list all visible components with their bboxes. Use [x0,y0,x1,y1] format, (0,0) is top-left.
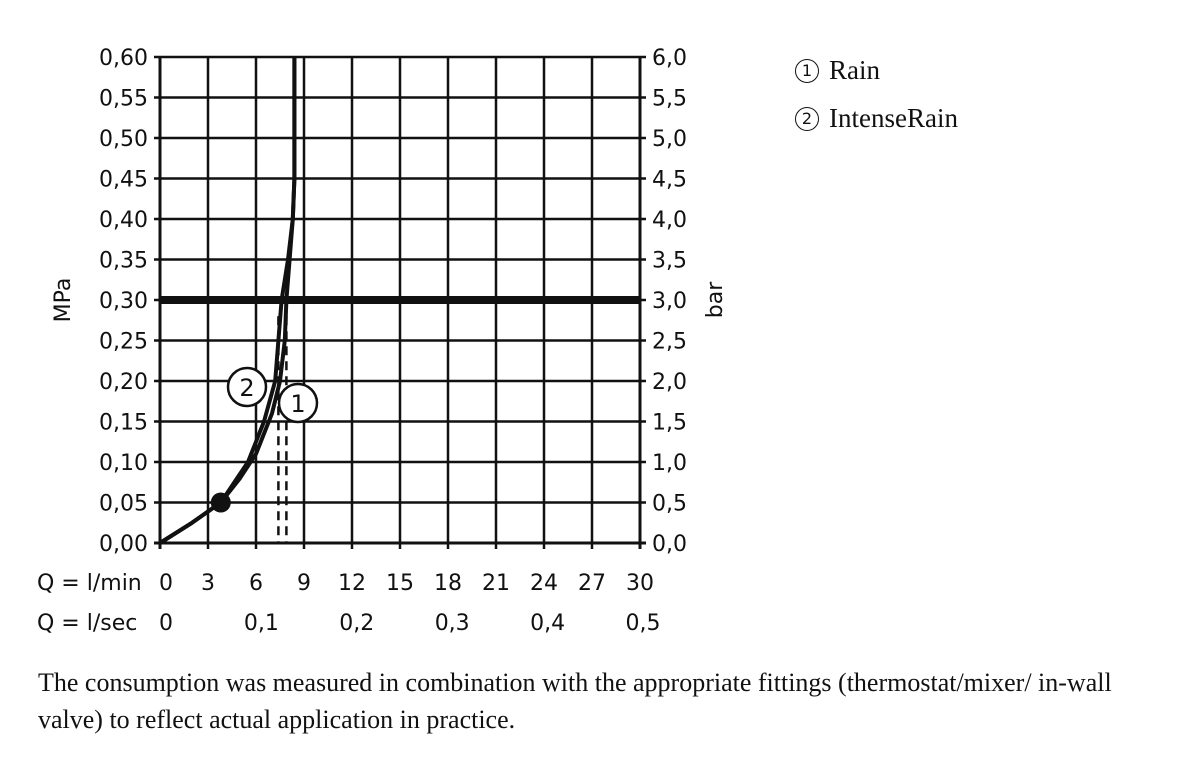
x-axis-label-row: Q = l/min [37,571,142,596]
x-tick-label: 24 [530,571,558,596]
y-tick-label-left: 0,50 [99,127,148,152]
y-tick-label-left: 0,45 [99,168,148,193]
legend-label: IntenseRain [829,103,958,133]
x-tick-label: 3 [201,571,215,596]
y-tick-label-right: 2,0 [652,370,687,395]
y-tick-label-right: 6,0 [652,46,687,71]
y-tick-label-left: 0,55 [99,87,148,112]
x-tick-label: 27 [578,571,606,596]
legend-item-rain: 1 Rain [795,55,880,86]
tick-labels: 0,00 0,00,05 0,50,10 1,00,15 1,50,20 2,00,25 2… [37,46,687,636]
x-tick-label: 0,3 [435,611,470,636]
series-callout-number: 2 [239,374,254,402]
y-tick-label-left: 0,35 [99,249,148,274]
x-tick-label: 6 [249,571,263,596]
x-tick-label: 12 [338,571,366,596]
x-tick-label: 0 [159,571,173,596]
x-axis-label-row: Q = l/sec [37,611,137,636]
x-tick-label: 0,4 [530,611,565,636]
x-tick-label: 15 [386,571,414,596]
y-tick-label-right: 4,0 [652,208,687,233]
y-tick-label-left: 0,00 [99,532,148,557]
marker-point [210,492,231,513]
y-axis-label-right: bar [703,281,728,318]
x-tick-label: 30 [626,571,654,596]
y-tick-label-right: 0,0 [652,532,687,557]
y-tick-label-right: 3,0 [652,289,687,314]
y-tick-label-left: 0,25 [99,330,148,355]
legend-label: Rain [829,55,880,85]
x-tick-label: 0,1 [244,611,279,636]
x-tick-label: 0 [159,611,173,636]
series-callout-circle [226,366,268,408]
y-tick-label-right: 1,5 [652,411,687,436]
series-callout-number: 1 [290,390,305,418]
y-tick-label-right: 2,5 [652,330,687,355]
y-tick-label-right: 4,5 [652,168,687,193]
x-tick-label: 21 [482,571,510,596]
y-tick-label-left: 0,60 [99,46,148,71]
y-tick-label-left: 0,20 [99,370,148,395]
y-axis-label-left: MPa [51,278,76,323]
y-tick-label-left: 0,30 [99,289,148,314]
footnote: The consumption was measured in combinat… [38,668,1112,734]
series-callout-circle [277,382,319,424]
y-tick-label-right: 0,5 [652,492,687,517]
x-tick-label: 0,2 [339,611,374,636]
y-tick-label-right: 5,0 [652,127,687,152]
y-tick-label-left: 0,40 [99,208,148,233]
y-tick-label-right: 3,5 [652,249,687,274]
y-tick-label-left: 0,05 [99,492,148,517]
y-tick-label-left: 0,15 [99,411,148,436]
x-tick-label: 0,5 [626,611,661,636]
legend-number-1: 1 [795,59,819,83]
curves: 21 [158,57,640,545]
legend-item-intenserain: 2 IntenseRain [795,103,958,134]
y-tick-label-right: 1,0 [652,451,687,476]
x-tick-label: 18 [434,571,462,596]
y-tick-label-right: 5,5 [652,87,687,112]
x-tick-label: 9 [297,571,311,596]
legend-number-2: 2 [795,107,819,131]
y-tick-label-left: 0,10 [99,451,148,476]
